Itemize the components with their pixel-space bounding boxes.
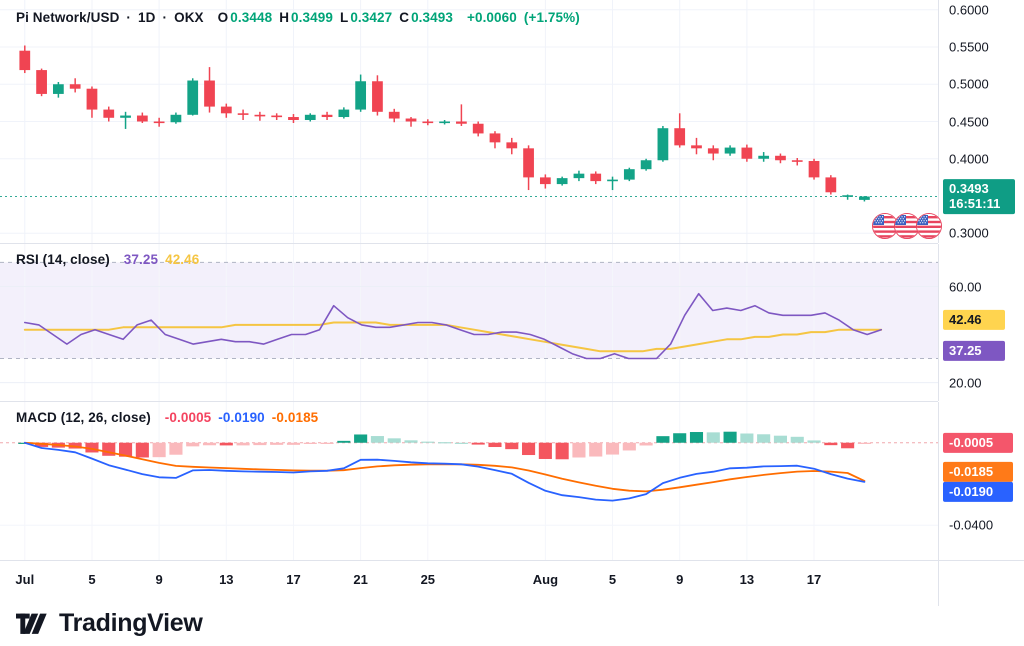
- rsi-value-badge[interactable]: 37.25: [943, 340, 1005, 362]
- time-axis-tick: 17: [286, 572, 301, 587]
- macd-axis[interactable]: -0.0400 -0.0005 -0.0185 -0.0190: [938, 402, 1024, 560]
- us-flag-event-icon[interactable]: [916, 213, 942, 239]
- time-axis-tick: 9: [676, 572, 684, 587]
- axis-corner: [938, 560, 1024, 606]
- rsi-axis[interactable]: 60.00 20.00 42.46 37.25: [938, 244, 1024, 401]
- pane-separator-1: [0, 243, 938, 244]
- time-axis-tick: 13: [739, 572, 755, 587]
- tradingview-branding[interactable]: TradingView: [16, 611, 203, 636]
- price-axis-tick: 0.4500: [949, 114, 989, 129]
- price-axis-tick: 0.6000: [949, 2, 989, 18]
- rsi-axis-tick: 20.00: [949, 375, 982, 391]
- countdown-timer: 16:51:11: [949, 196, 1001, 212]
- macd-pane[interactable]: [0, 402, 938, 560]
- time-axis-tick: 13: [219, 572, 234, 587]
- rsi-pane[interactable]: [0, 244, 938, 401]
- price-axis-tick: 0.4000: [949, 151, 989, 167]
- rsi-axis-tick: 60.00: [949, 279, 982, 294]
- time-axis[interactable]: Jul 5 9 13 17 21 25 Aug 5 9 13 17: [0, 560, 938, 606]
- pane-separator-2: [0, 401, 938, 402]
- candlestick-series: [0, 0, 938, 243]
- tradingview-logo-icon: [16, 613, 47, 634]
- time-axis-tick: 25: [420, 572, 436, 587]
- time-axis-tick: 21: [353, 572, 368, 587]
- us-flag-event-icon[interactable]: [872, 213, 898, 239]
- last-price-value: 0.3493: [949, 180, 989, 196]
- time-axis-tick: 5: [88, 572, 96, 587]
- rsi-series: [0, 244, 938, 401]
- time-axis-tick: 17: [806, 572, 822, 587]
- macd-axis-tick: -0.0400: [949, 517, 994, 533]
- macd-series: [0, 402, 938, 560]
- time-axis-tick: 9: [155, 572, 163, 587]
- tradingview-wordmark: TradingView: [59, 609, 203, 637]
- time-axis-tick: Aug: [532, 572, 559, 587]
- price-pane[interactable]: [0, 0, 938, 243]
- macd-line-badge[interactable]: -0.0190: [943, 481, 1013, 503]
- last-price-badge[interactable]: 0.3493 16:51:11: [943, 178, 1015, 215]
- price-axis-tick: 0.5000: [949, 76, 989, 92]
- price-axis-tick: 0.5500: [949, 39, 989, 55]
- us-flag-event-icon[interactable]: [894, 213, 920, 239]
- time-axis-tick: 5: [608, 572, 617, 587]
- price-axis-tick: 0.3000: [949, 225, 989, 241]
- macd-signal-badge[interactable]: -0.0185: [943, 461, 1013, 483]
- rsi-ma-badge[interactable]: 42.46: [943, 309, 1005, 330]
- macd-hist-badge[interactable]: -0.0005: [943, 432, 1013, 453]
- time-axis-tick: Jul: [15, 572, 35, 587]
- chart-panes[interactable]: [0, 0, 938, 560]
- price-axis[interactable]: 0.6000 0.5500 0.5000 0.4500 0.4000 0.3000 0.34…: [938, 0, 1024, 243]
